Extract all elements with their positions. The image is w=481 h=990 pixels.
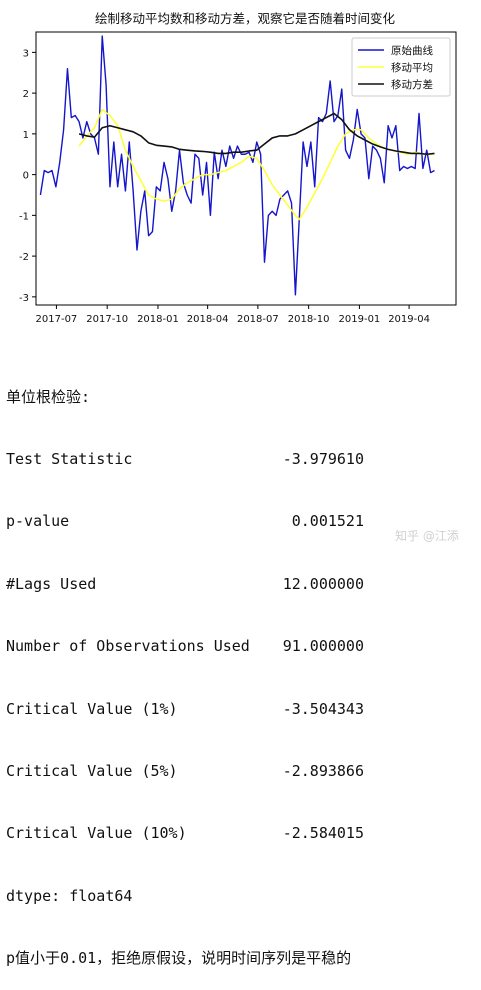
y-tick-label: -3 — [19, 293, 29, 304]
conclusion-line: p值小于0.01，拒绝原假设，说明时间序列是平稳的 — [6, 948, 476, 969]
unit-root-test-output: 单位根检验: Test Statistic -3.979610 p-value 0.… — [6, 345, 476, 990]
x-tick-label: 2018-10 — [288, 314, 330, 325]
output-heading: 单位根检验: — [6, 387, 476, 408]
stat-row: Number of Observations Used 91.000000 — [6, 636, 476, 657]
stat-label: Test Statistic — [6, 449, 133, 468]
stat-row: p-value 0.001521 — [6, 511, 476, 532]
legend-label: 移动平均 — [391, 61, 433, 74]
plot-frame — [35, 31, 457, 306]
dtype-text: dtype: float64 — [6, 886, 133, 905]
x-tick-label: 2017-10 — [86, 314, 128, 325]
stat-value: -3.504343 — [282, 699, 364, 718]
y-tick-label: 0 — [23, 171, 29, 182]
stat-label: Critical Value (5%) — [6, 761, 178, 780]
stat-row: Critical Value (1%) -3.504343 — [6, 699, 476, 720]
x-tick-label: 2017-07 — [36, 314, 78, 325]
y-tick-label: 2 — [23, 89, 29, 100]
original-series-line — [39, 35, 435, 296]
stat-value: 0.001521 — [291, 512, 364, 531]
y-tick-label: 3 — [23, 48, 29, 59]
rolling-std-line — [78, 112, 435, 156]
stat-label: p-value — [6, 512, 70, 531]
stat-label: #Lags Used — [6, 574, 97, 593]
stat-value: -3.979610 — [282, 449, 364, 468]
y-tick-label: -2 — [19, 252, 29, 263]
chart-area: 绘制移动平均数和移动方差，观察它是否随着时间变化 -3 -2 -1 0 1 2 3 2017… — [0, 0, 481, 342]
rolling-mean-line — [78, 108, 435, 221]
legend-box — [351, 37, 451, 97]
stat-row: Critical Value (5%) -2.893866 — [6, 761, 476, 782]
dtype-line: dtype: float64 — [6, 886, 476, 907]
stat-row: Critical Value (10%) -2.584015 — [6, 823, 476, 844]
conclusion-text: p值小于0.01，拒绝原假设，说明时间序列是平稳的 — [6, 949, 352, 968]
y-tick-label: -1 — [19, 211, 29, 222]
stat-label: Number of Observations Used — [6, 637, 250, 656]
stat-value: -2.893866 — [282, 761, 364, 780]
x-tick-label: 2019-01 — [339, 314, 381, 325]
rolling-stats-chart: 绘制移动平均数和移动方差，观察它是否随着时间变化 -3 -2 -1 0 1 2 3 2017… — [19, 11, 457, 325]
stat-label: Critical Value (10%) — [6, 824, 187, 843]
stat-row: Test Statistic -3.979610 — [6, 449, 476, 470]
x-tick-label: 2018-07 — [237, 314, 279, 325]
chart-title: 绘制移动平均数和移动方差，观察它是否随着时间变化 — [95, 11, 396, 26]
stat-value: 12.000000 — [282, 574, 364, 593]
stat-label: Critical Value (1%) — [6, 699, 178, 718]
legend-label: 原始曲线 — [391, 44, 433, 57]
legend-label: 移动方差 — [391, 78, 433, 91]
stat-value: 91.000000 — [282, 637, 364, 656]
watermark: 知乎 @江添 — [395, 529, 459, 543]
stat-row: #Lags Used 12.000000 — [6, 574, 476, 595]
output-heading-text: 单位根检验: — [6, 387, 91, 406]
x-tick-label: 2018-01 — [137, 314, 179, 325]
x-tick-label: 2019-04 — [388, 314, 430, 325]
x-tick-label: 2018-04 — [187, 314, 229, 325]
stat-value: -2.584015 — [282, 824, 364, 843]
y-tick-label: 1 — [23, 130, 29, 141]
